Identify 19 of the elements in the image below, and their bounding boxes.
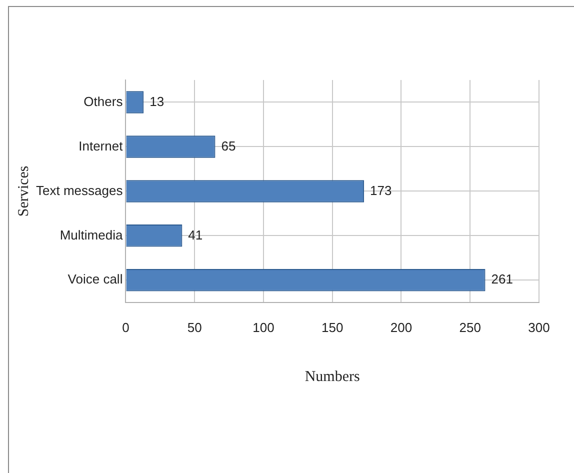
x-tick-label: 50 xyxy=(187,320,202,335)
y-tick-label: Internet xyxy=(78,138,124,154)
x-tick-label: 300 xyxy=(528,320,550,335)
x-tick-label: 200 xyxy=(390,320,412,335)
x-tick-label: 0 xyxy=(122,320,130,335)
data-label: 65 xyxy=(221,138,236,154)
x-tick-label: 250 xyxy=(459,320,481,335)
y-tick-label: Others xyxy=(84,94,124,109)
y-tick-label: Text messages xyxy=(36,182,124,198)
y-tick-label: Multimedia xyxy=(60,227,124,242)
y-axis-title: Services xyxy=(16,166,32,217)
data-label: 173 xyxy=(370,182,392,198)
x-tick-label: 100 xyxy=(252,320,274,335)
y-tick-label: Voice call xyxy=(68,272,123,287)
x-tick-label: 150 xyxy=(322,320,344,335)
data-label: 13 xyxy=(150,94,164,109)
data-label: 41 xyxy=(188,227,203,242)
x-axis-title: Numbers xyxy=(304,368,360,385)
data-label: 261 xyxy=(491,272,513,287)
